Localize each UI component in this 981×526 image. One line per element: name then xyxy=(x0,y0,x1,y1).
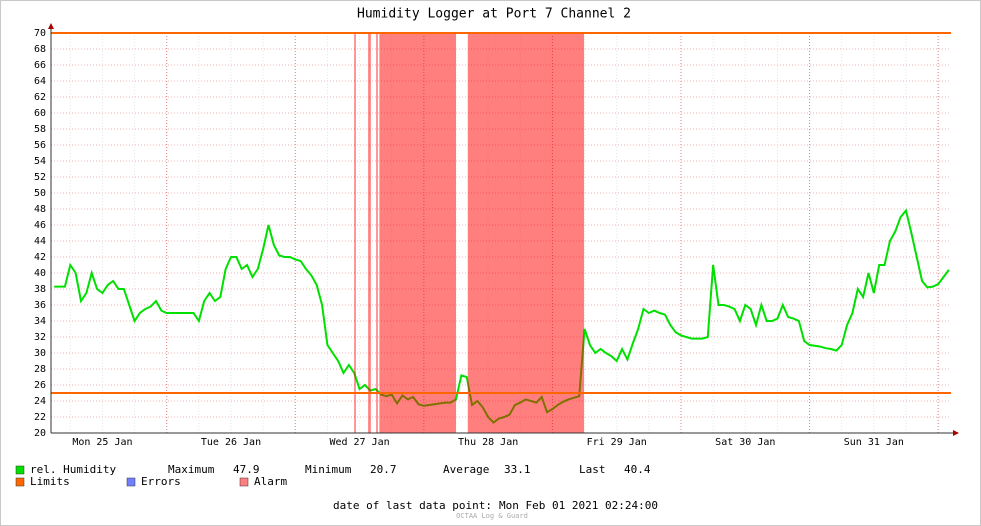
y-tick-label: 34 xyxy=(34,316,46,327)
stat-value: 33.1 xyxy=(504,463,531,476)
x-tick-label: Wed 27 Jan xyxy=(329,437,389,448)
alarm-period xyxy=(467,33,585,433)
watermark: OCTAA Log & Guard xyxy=(456,512,528,520)
y-tick-label: 66 xyxy=(34,60,46,71)
y-tick-label: 22 xyxy=(34,412,46,423)
y-tick-label: 56 xyxy=(34,140,46,151)
stat-label: Last xyxy=(579,463,606,476)
legend-label: Errors xyxy=(141,475,181,488)
y-tick-label: 26 xyxy=(34,380,46,391)
y-tick-label: 54 xyxy=(34,156,46,167)
footer-value: Mon Feb 01 2021 02:24:00 xyxy=(499,499,658,512)
y-tick-label: 60 xyxy=(34,108,46,119)
x-tick-label: Thu 28 Jan xyxy=(458,437,518,448)
legend-label: Limits xyxy=(30,475,70,488)
y-tick-label: 52 xyxy=(34,172,46,183)
y-tick-label: 38 xyxy=(34,284,46,295)
y-tick-label: 36 xyxy=(34,300,46,311)
x-arrow xyxy=(953,430,959,436)
chart-title: Humidity Logger at Port 7 Channel 2 xyxy=(357,7,631,22)
y-tick-label: 58 xyxy=(34,124,46,135)
legend-swatch xyxy=(239,477,249,487)
plot-layer: 20 22 24 26 28 30 32 34 36 38 40 42 44 46 48 50 52 54 56 58… xyxy=(34,28,951,448)
y-tick-label: 70 xyxy=(34,28,46,39)
y-tick-label: 46 xyxy=(34,220,46,231)
legend-swatch xyxy=(15,477,25,487)
y-tick-label: 28 xyxy=(34,364,46,375)
stat-label: Maximum xyxy=(168,463,215,476)
y-tick-label: 44 xyxy=(34,236,46,247)
alarm-period xyxy=(376,33,378,433)
y-tick-label: 42 xyxy=(34,252,46,263)
y-tick-label: 50 xyxy=(34,188,46,199)
alarm-period xyxy=(354,33,356,433)
y-tick-label: 62 xyxy=(34,92,46,103)
legend-swatch xyxy=(15,465,25,475)
stat-value: 47.9 xyxy=(233,463,260,476)
stat-value: 20.7 xyxy=(370,463,397,476)
stat-value: 40.4 xyxy=(624,463,651,476)
x-tick-label: Fri 29 Jan xyxy=(587,437,647,448)
x-tick-label: Sun 31 Jan xyxy=(844,437,904,448)
y-tick-label: 48 xyxy=(34,204,46,215)
x-tick-label: Sat 30 Jan xyxy=(715,437,775,448)
stat-label: Average xyxy=(443,463,489,476)
x-tick-label: Mon 25 Jan xyxy=(72,437,132,448)
legend-label: Alarm xyxy=(254,475,287,488)
footer-label: date of last data point: xyxy=(333,499,492,512)
y-tick-label: 32 xyxy=(34,332,46,343)
y-tick-label: 40 xyxy=(34,268,46,279)
y-tick-label: 68 xyxy=(34,44,46,55)
legend-swatch xyxy=(126,477,136,487)
stat-label: Minimum xyxy=(305,463,352,476)
alarm-period xyxy=(368,33,371,433)
y-arrow xyxy=(48,23,54,29)
y-tick-label: 64 xyxy=(34,76,46,87)
legend-label: rel. Humidity xyxy=(30,463,116,476)
y-tick-label: 24 xyxy=(34,396,46,407)
x-tick-label: Tue 26 Jan xyxy=(201,437,261,448)
y-tick-label: 20 xyxy=(34,428,46,439)
alarm-period xyxy=(379,33,456,433)
y-tick-label: 30 xyxy=(34,348,46,359)
